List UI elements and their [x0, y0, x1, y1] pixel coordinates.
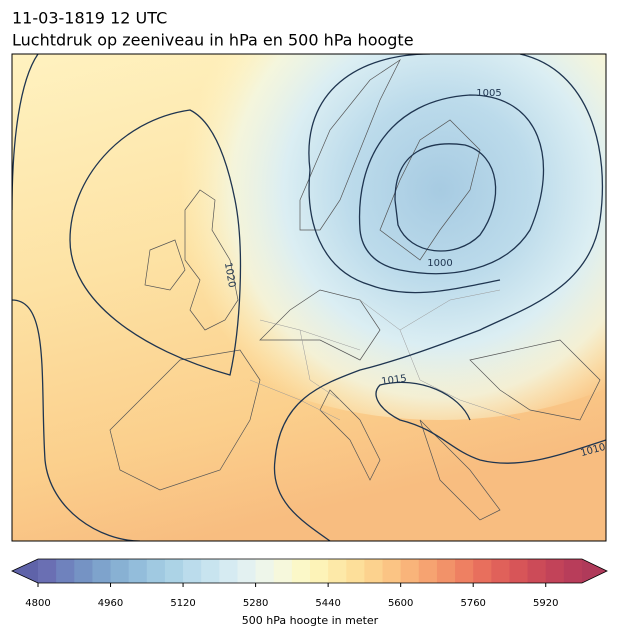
colorbar-tick-label: 5760 [460, 598, 485, 609]
colorbar-swatch [291, 559, 311, 583]
colorbar-swatch [110, 559, 130, 583]
colorbar-swatch [74, 559, 93, 583]
contour-label: 1015 [381, 373, 408, 387]
subtitle: Luchtdruk op zeeniveau in hPa en 500 hPa… [12, 31, 414, 50]
colorbar-label: 500 hPa hoogte in meter [242, 614, 379, 627]
map: 1005 1000 1020 1015 1010 [12, 54, 606, 541]
colorbar-swatch [418, 559, 438, 583]
colorbar-swatch [527, 559, 547, 583]
colorbar-swatch [183, 559, 202, 583]
colorbar-tick-label: 5120 [170, 598, 195, 609]
colorbar-tick-label: 5280 [243, 598, 268, 609]
isobar [12, 299, 141, 541]
colorbar-swatch [219, 559, 238, 583]
colorbar-tick-label: 4960 [98, 598, 123, 609]
isobar [394, 143, 497, 252]
contour-label: 1005 [476, 88, 501, 99]
title: 11-03-1819 12 UTC [12, 9, 167, 28]
colorbar-swatch [56, 559, 75, 583]
isobar [273, 54, 604, 541]
colorbar-swatch [509, 559, 529, 583]
colorbar-swatch [164, 559, 184, 583]
colorbar-tick-label: 5440 [315, 598, 340, 609]
colorbar-outline [11, 558, 608, 584]
colorbar: 4800 4960 5120 5280 5440 5600 5760 5920 500 hPa … [11, 558, 608, 627]
isobar [358, 94, 544, 275]
map-frame [11, 53, 607, 542]
colorbar-swatch [92, 559, 112, 583]
colorbar-swatch [400, 559, 420, 583]
colorbar-swatch [38, 559, 57, 583]
colorbar-swatch [346, 559, 365, 583]
colorbar-swatch [455, 559, 474, 583]
colorbar-swatch [364, 559, 384, 583]
colorbar-swatch [201, 559, 220, 583]
colorbar-swatch [255, 559, 275, 583]
contour-label: 1000 [427, 258, 452, 269]
colorbar-swatch [545, 559, 565, 583]
colorbar-tick-label: 5600 [388, 598, 413, 609]
coastline [109, 58, 601, 521]
colorbar-extend-over [582, 559, 607, 583]
colorbar-swatch [436, 559, 456, 583]
country-border [249, 289, 521, 421]
colorbar-swatch [273, 559, 293, 583]
colorbar-swatch [310, 559, 329, 583]
colorbar-swatch [328, 559, 347, 583]
isobar [308, 169, 606, 464]
colorbar-swatch [237, 559, 257, 583]
contour-label: 1020 [222, 262, 237, 289]
colorbar-tick-label: 5920 [533, 598, 558, 609]
colorbar-swatch [128, 559, 148, 583]
colorbar-swatch [491, 559, 510, 583]
colorbar-swatch [563, 559, 583, 583]
colorbar-tick-label: 4800 [25, 598, 50, 609]
colorbar-swatch [473, 559, 492, 583]
colorbar-swatch [146, 559, 166, 583]
colorbar-extend-under [12, 559, 38, 583]
colorbar-swatch [382, 559, 402, 583]
